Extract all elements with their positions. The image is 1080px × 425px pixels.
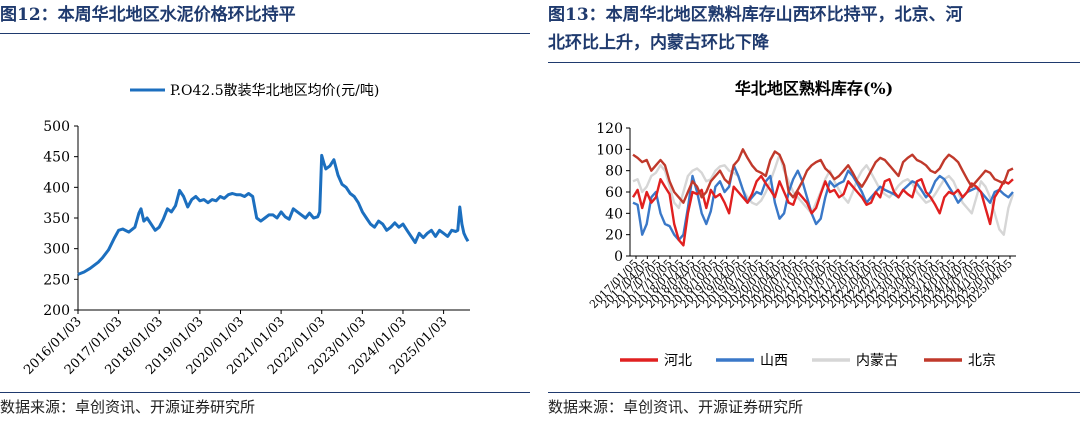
left-y-tick-label: 250 xyxy=(43,272,70,288)
right-legend-label-beijing: 北京 xyxy=(968,353,996,369)
right-y-tick-label: 100 xyxy=(596,142,623,158)
right-legend-label-hebei: 河北 xyxy=(664,353,692,369)
left-y-tick-label: 500 xyxy=(43,119,70,135)
left-legend: P.O42.5散装华北地区均价(元/吨) xyxy=(130,83,379,99)
right-figure-title-line1: 图13：本周华北地区熟料库存山西环比持平，北京、河 xyxy=(548,5,963,25)
left-title-rule xyxy=(0,33,530,34)
left-source-rule xyxy=(0,392,530,393)
right-figure-title-line2: 北环比上升，内蒙古环比下降 xyxy=(548,33,769,53)
right-series xyxy=(631,148,1015,247)
right-series-line-hebei xyxy=(631,174,1014,247)
right-y-tick-label: 60 xyxy=(605,185,623,201)
left-series-line xyxy=(77,153,470,276)
left-y-tick-label: 350 xyxy=(43,211,70,227)
right-y-tick-label: 120 xyxy=(596,121,623,137)
left-figure-panel: 图12：本周华北地区水泥价格环比持平 P.O42.5散装华北地区均价(元/吨) … xyxy=(0,0,530,425)
right-series-line-beijing xyxy=(632,148,1014,204)
right-series-line-shanxi xyxy=(632,164,1014,242)
right-legend-label-shanxi: 山西 xyxy=(760,353,788,369)
left-y-tick-label: 450 xyxy=(43,150,70,166)
right-axes: 0204060801001202017/01/052017/04/052017/… xyxy=(587,121,1016,311)
right-y-tick-label: 0 xyxy=(614,249,623,265)
left-y-tick-label: 400 xyxy=(43,180,70,196)
right-legend: 河北 山西 内蒙古 北京 xyxy=(620,353,996,369)
right-source: 数据来源：卓创资讯、开源证券研究所 xyxy=(548,398,804,416)
left-y-tick-label: 200 xyxy=(43,303,70,319)
left-series xyxy=(77,153,470,276)
right-chart: 华北地区熟料库存(%) 0204060801001202017/01/05201… xyxy=(587,79,1016,369)
right-legend-label-neimenggu: 内蒙古 xyxy=(856,353,898,369)
right-source-rule xyxy=(548,392,1080,393)
right-title-rule xyxy=(548,62,1080,63)
left-figure-title: 图12：本周华北地区水泥价格环比持平 xyxy=(0,5,296,25)
right-y-tick-label: 20 xyxy=(605,228,623,244)
right-y-tick-label: 40 xyxy=(605,206,623,222)
left-axes: 2002503003504004505002016/01/032017/01/0… xyxy=(21,119,470,378)
left-legend-label: P.O42.5散装华北地区均价(元/吨) xyxy=(170,83,379,99)
left-y-tick-label: 300 xyxy=(43,242,70,258)
right-chart-title: 华北地区熟料库存(%) xyxy=(735,79,893,98)
left-source: 数据来源：卓创资讯、开源证券研究所 xyxy=(0,398,256,416)
left-chart: P.O42.5散装华北地区均价(元/吨) 200 250 300 350 400 450 5… xyxy=(21,83,470,378)
right-y-tick-label: 80 xyxy=(605,164,623,180)
right-figure-panel: 图13：本周华北地区熟料库存山西环比持平，北京、河 北环比上升，内蒙古环比下降 … xyxy=(548,0,1080,425)
